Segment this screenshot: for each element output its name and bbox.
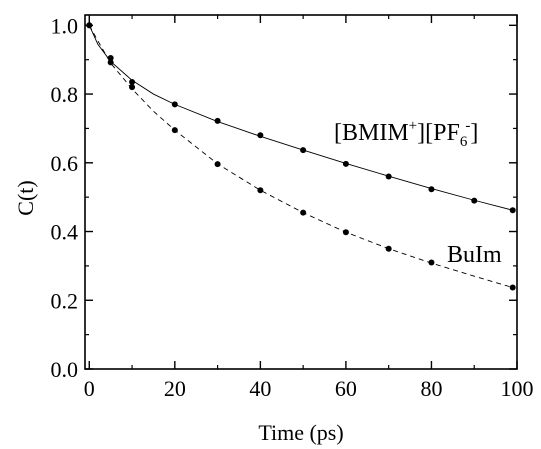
series-buim — [86, 22, 516, 291]
data-point-bmim-pf6 — [385, 173, 392, 180]
series-label-bmim-sup-plus: + — [409, 118, 417, 134]
series-label-bmim-part-b: ][PF — [417, 120, 460, 146]
data-point-buim — [107, 59, 114, 66]
data-point-buim — [214, 161, 221, 168]
x-axis-ticks: 0 20 40 60 80 100 — [84, 15, 534, 401]
series-label-buim: BuIm — [447, 242, 502, 268]
data-point-bmim-pf6 — [171, 101, 178, 108]
data-point-bmim-pf6 — [107, 54, 114, 61]
data-point-buim — [86, 22, 93, 29]
series-layer — [86, 22, 516, 291]
x-tick-label: 60 — [335, 376, 357, 401]
data-point-buim — [171, 127, 178, 134]
series-label-bmim-sup-minus: - — [465, 118, 470, 134]
series-label-bmim-pf6: [BMIM+][PF6-] — [334, 118, 478, 150]
series-label-bmim-part-a: [BMIM — [334, 120, 409, 146]
data-point-bmim-pf6 — [300, 147, 307, 154]
x-tick-label: 0 — [84, 376, 95, 401]
data-point-buim — [257, 187, 264, 194]
series-label-bmim-part-c: ] — [470, 120, 478, 146]
fit-line-buim — [88, 25, 513, 288]
data-point-buim — [342, 229, 349, 236]
plot-frame — [84, 14, 518, 370]
y-axis-title: C(t) — [13, 180, 38, 215]
fit-line-bmim-pf6 — [88, 25, 513, 211]
y-tick-label: 0.4 — [51, 220, 79, 245]
data-point-bmim-pf6 — [257, 132, 264, 139]
data-point-buim — [385, 245, 392, 252]
data-point-buim — [129, 84, 136, 91]
y-axis-ticks: 0.0 0.2 0.4 0.6 0.8 1.0 — [51, 13, 517, 382]
data-point-bmim-pf6 — [342, 160, 349, 167]
y-tick-label: 0.0 — [51, 357, 79, 382]
data-point-bmim-pf6 — [129, 79, 136, 86]
series-bmim-pf6 — [86, 22, 516, 214]
data-point-bmim-pf6 — [471, 197, 478, 204]
y-tick-label: 0.2 — [51, 288, 79, 313]
data-point-bmim-pf6 — [509, 207, 516, 214]
x-tick-label: 40 — [249, 376, 271, 401]
data-point-buim — [300, 209, 307, 216]
x-tick-label: 20 — [164, 376, 186, 401]
x-tick-label: 100 — [501, 376, 534, 401]
data-point-buim — [509, 284, 516, 291]
data-point-bmim-pf6 — [428, 186, 435, 193]
x-tick-label: 80 — [420, 376, 442, 401]
y-tick-label: 0.8 — [51, 82, 79, 107]
x-axis-title: Time (ps) — [258, 420, 343, 445]
y-tick-label: 0.6 — [51, 151, 79, 176]
data-point-bmim-pf6 — [214, 117, 221, 124]
y-tick-label: 1.0 — [51, 13, 79, 38]
series-label-bmim-sub-6: 6 — [460, 134, 468, 150]
plot-border — [84, 14, 518, 370]
data-point-buim — [428, 259, 435, 266]
